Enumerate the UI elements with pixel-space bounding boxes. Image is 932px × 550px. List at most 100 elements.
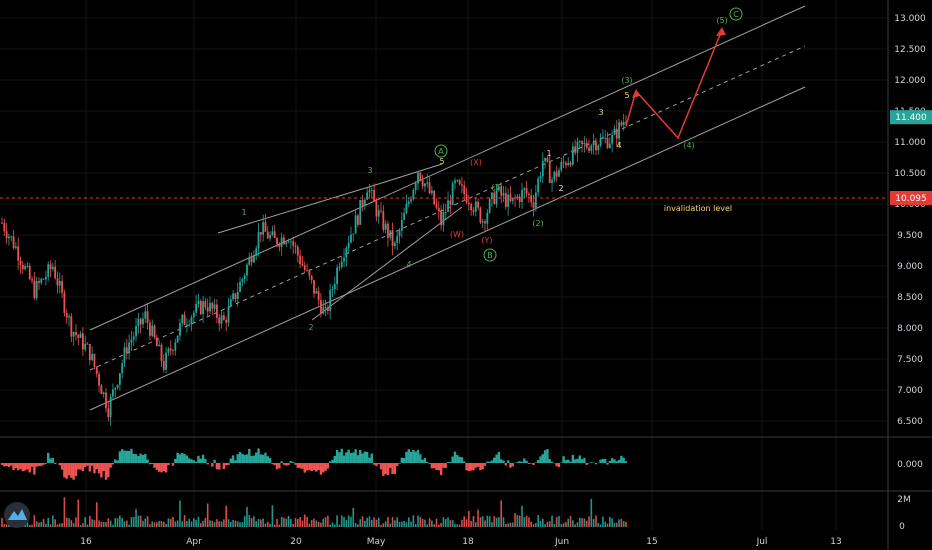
- oscillator-bar: [500, 459, 503, 463]
- oscillator-bar: [338, 452, 341, 463]
- oscillator-bar: [372, 463, 376, 465]
- candle-body: [447, 200, 449, 212]
- oscillator-bar: [453, 451, 457, 463]
- candle-body: [479, 207, 482, 223]
- volume-bar: [585, 520, 588, 527]
- candle-body: [289, 241, 292, 243]
- candle-body: [308, 269, 311, 276]
- wave-circle-C: [729, 7, 743, 21]
- oscillator-bar: [296, 463, 300, 468]
- oscillator-bar: [573, 459, 577, 463]
- volume-bar: [488, 516, 491, 527]
- triangle-bottom: [311, 206, 463, 321]
- oscillator-bar: [289, 461, 293, 463]
- volume-bar: [331, 522, 334, 527]
- candle-body: [326, 307, 329, 312]
- oscillator-bar: [502, 460, 505, 463]
- candle-body: [183, 314, 186, 325]
- oscillator-bar: [285, 463, 288, 466]
- volume-bar: [500, 500, 502, 527]
- candle-body: [396, 236, 399, 243]
- oscillator-bar: [67, 463, 71, 476]
- candle-body: [301, 264, 304, 266]
- volume-bar: [583, 518, 586, 527]
- candle-body: [310, 275, 313, 281]
- tradingview-logo-icon[interactable]: [4, 502, 30, 528]
- price-axis[interactable]: 0.0002M013.00012.50012.00011.50011.00010…: [894, 14, 926, 532]
- volume-bar: [604, 521, 606, 527]
- volume-bar: [578, 517, 581, 527]
- wave-label-1: (1): [491, 183, 502, 192]
- volume-bar: [618, 519, 620, 527]
- volume-bar: [405, 522, 408, 527]
- oscillator-bar: [261, 454, 265, 463]
- candle-body: [213, 304, 216, 309]
- oscillator-bar: [469, 463, 473, 471]
- oscillator-bar: [402, 457, 406, 463]
- oscillator-bar: [238, 452, 242, 463]
- oscillator-bar: [571, 454, 575, 463]
- volume-bar: [255, 521, 258, 527]
- oscillator-bar: [543, 450, 547, 463]
- time-tick: Jul: [756, 537, 768, 547]
- volume-bar: [123, 521, 126, 527]
- volume-bar: [410, 521, 412, 527]
- volume-bar: [33, 515, 36, 527]
- oscillator-bar: [527, 463, 531, 464]
- candle-body: [467, 202, 470, 205]
- wave-label-A: A: [438, 147, 444, 156]
- candle-body: [47, 264, 50, 277]
- volume-bar: [139, 515, 142, 527]
- candle-body: [451, 183, 454, 205]
- volume-bar: [236, 521, 239, 527]
- candle-body: [417, 172, 419, 184]
- oscillator-bar: [333, 455, 336, 463]
- volume-bar: [225, 505, 227, 527]
- oscillator-bar: [446, 461, 450, 463]
- volume-bar: [181, 521, 184, 527]
- oscillator-bar: [530, 463, 533, 464]
- volume-bar: [52, 515, 54, 527]
- oscillator-bar: [384, 463, 387, 475]
- wave-label-2: (2): [532, 219, 543, 228]
- candle-body: [142, 318, 144, 325]
- oscillator-bar: [72, 463, 75, 480]
- volume-bar: [40, 522, 43, 527]
- candle-body: [317, 291, 320, 301]
- volume-bar: [525, 515, 528, 527]
- volume-bar: [472, 516, 475, 527]
- candle-body: [24, 266, 27, 270]
- candle-body: [555, 171, 558, 177]
- volume-bar: [308, 523, 311, 527]
- volume-bar: [315, 520, 318, 527]
- volume-bar: [574, 524, 576, 527]
- oscillator-bar: [120, 449, 124, 463]
- oscillator-bar: [608, 460, 612, 463]
- oscillator-bar: [53, 463, 57, 465]
- volume-bar: [553, 524, 556, 527]
- oscillator-bar: [21, 463, 24, 472]
- volume-bar: [419, 517, 422, 527]
- time-axis[interactable]: 16 Apr 20 May 18 Jun 15 Jul 13: [80, 537, 841, 547]
- wave-labels: A B C (1) (2) (3) (4) (5) 5 1 3 5 4 1 2 3 4 (X) (W) (Y) 2: [241, 7, 743, 332]
- candle-body: [437, 207, 440, 212]
- volume-bar: [599, 524, 602, 527]
- candle-body: [271, 231, 274, 235]
- oscillator-bar: [583, 457, 586, 463]
- price-tick: 6.500: [897, 417, 923, 427]
- oscillator-bar: [88, 463, 92, 472]
- candle-body: [255, 248, 258, 257]
- oscillator-bar: [63, 463, 66, 478]
- candle-body: [72, 332, 75, 337]
- candle-body: [569, 162, 572, 165]
- candle-body: [491, 192, 493, 200]
- candle-body: [165, 352, 167, 370]
- triangle-top-ext: [371, 163, 443, 187]
- volume-bar: [528, 517, 530, 527]
- oscillator-bar: [451, 456, 454, 463]
- oscillator-bar: [428, 463, 431, 464]
- volume-bar: [269, 523, 271, 527]
- oscillator-bar: [432, 463, 436, 469]
- candle-body: [250, 257, 253, 263]
